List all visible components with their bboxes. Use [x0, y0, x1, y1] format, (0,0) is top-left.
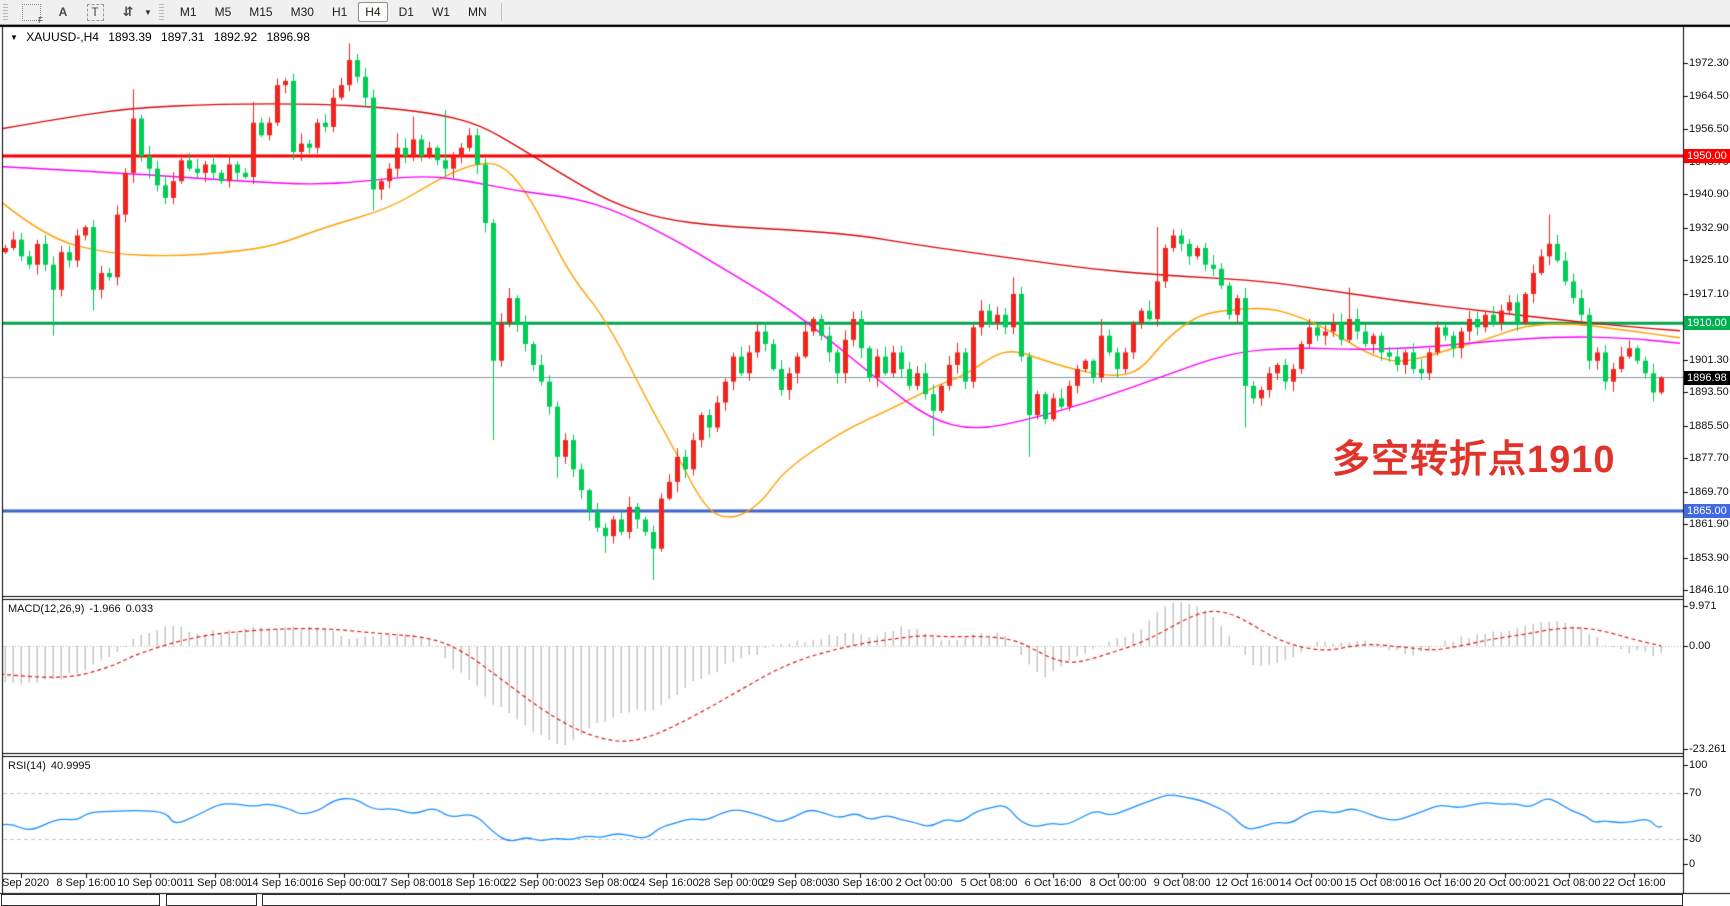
date-axis-label: 11 Sep 08:00: [182, 877, 248, 889]
date-axis-label: 5 Oct 08:00: [960, 877, 1018, 889]
date-axis-label: 18 Sep 16:00: [440, 877, 506, 889]
rsi-scale-tick: 30: [1689, 833, 1702, 845]
price-axis-tick: 1885.50: [1689, 420, 1729, 432]
macd-scale-tick: -23.261: [1689, 743, 1727, 755]
price-axis-tick: 1893.50: [1689, 386, 1729, 398]
date-axis-label: 12 Oct 16:00: [1215, 877, 1279, 889]
date-axis-label: 16 Oct 16:00: [1408, 877, 1472, 889]
symbol-name: XAUUSD-,H4: [26, 30, 99, 44]
price-level-badge: 1896.98: [1684, 371, 1730, 385]
arrows-tool-icon[interactable]: ⇵: [122, 4, 134, 19]
date-axis-label: 28 Sep 00:00: [698, 877, 764, 889]
date-axis-label: 10 Sep 00:00: [117, 877, 183, 889]
price-axis-tick: 1964.50: [1689, 90, 1729, 102]
rsi-scale-tick: 100: [1689, 759, 1708, 771]
timeframe-button-m30[interactable]: M30: [290, 5, 314, 19]
price-axis-tick: 1932.90: [1689, 222, 1729, 234]
date-axis-label: 20 Oct 00:00: [1473, 877, 1537, 889]
bottom-window-tab[interactable]: [1, 894, 160, 906]
price-axis-tick: 1869.70: [1689, 486, 1729, 498]
timeframe-button-mn[interactable]: MN: [467, 5, 487, 19]
price-axis-tick: 1861.90: [1689, 518, 1729, 530]
date-axis-label: 8 Sep 16:00: [56, 877, 116, 889]
timeframe-button-w1[interactable]: W1: [431, 5, 450, 19]
timeframe-button-m5[interactable]: M5: [214, 5, 232, 19]
arrows-dropdown-caret[interactable]: ▼: [144, 7, 152, 17]
collapse-triangle-icon[interactable]: ▼: [10, 33, 18, 42]
macd-scale-tick: 9.971: [1689, 600, 1717, 612]
date-axis-label: 30 Sep 16:00: [827, 877, 893, 889]
date-axis-label: 29 Sep 08:00: [762, 877, 828, 889]
price-axis-tick: 1877.70: [1689, 452, 1729, 464]
ohlc-open: 1893.39: [108, 30, 152, 44]
ohlc-low: 1892.92: [213, 30, 258, 44]
symbol-header[interactable]: ▼ XAUUSD-,H4 1893.39 1897.31 1892.92 189…: [10, 30, 316, 44]
price-level-badge: 1950.00: [1684, 149, 1730, 163]
price-axis-tick: 1956.50: [1689, 123, 1729, 135]
toolbar-grip[interactable]: [158, 3, 164, 21]
date-axis-label: 23 Sep 08:00: [569, 877, 635, 889]
price-axis-tick: 1940.90: [1689, 188, 1729, 200]
toolbar-separator: [500, 3, 502, 21]
date-axis-label: 14 Sep 16:00: [246, 877, 312, 889]
toolbar-grip[interactable]: [3, 3, 8, 21]
ohlc-high: 1897.31: [161, 30, 205, 44]
date-axis-label: 22 Sep 00:00: [504, 877, 570, 889]
date-axis-label: 14 Oct 00:00: [1279, 877, 1343, 889]
date-axis-label: 15 Oct 08:00: [1344, 877, 1408, 889]
timeframe-button-d1[interactable]: D1: [398, 5, 414, 19]
price-axis-tick: 1846.10: [1689, 584, 1729, 596]
rsi-indicator-label: RSI(14) 40.9995: [8, 760, 91, 772]
text-box-icon[interactable]: T: [84, 3, 106, 22]
bottom-window-tab[interactable]: [262, 894, 1683, 906]
date-axis-label: 8 Oct 00:00: [1089, 877, 1147, 889]
dotted-selection-f-icon[interactable]: F: [20, 3, 43, 25]
rsi-scale-tick: 70: [1689, 787, 1702, 799]
date-axis-label: 22 Oct 16:00: [1602, 877, 1666, 889]
date-axis-label: 9 Oct 08:00: [1153, 877, 1211, 889]
date-axis-label: 2 Oct 00:00: [895, 877, 953, 889]
bottom-window-tab[interactable]: [166, 894, 257, 906]
price-axis-tick: 1925.10: [1689, 254, 1729, 266]
price-axis-tick: 1901.30: [1689, 354, 1729, 366]
date-axis-label: 6 Oct 16:00: [1024, 877, 1082, 889]
price-level-badge: 1910.00: [1684, 316, 1730, 330]
date-axis-label: 24 Sep 16:00: [633, 877, 699, 889]
rsi-scale-tick: 0: [1689, 858, 1696, 870]
timeframe-button-m15[interactable]: M15: [249, 5, 273, 19]
top-toolbar: F A T ⇵ ▼ M1 M5 M15 M30 H1 H4 D1 W1 MN: [0, 0, 1730, 25]
macd-scale-tick: 0.00: [1689, 640, 1711, 652]
date-axis-label: 16 Sep 00:00: [311, 877, 377, 889]
ohlc-close: 1896.98: [266, 30, 310, 44]
date-axis-label: 17 Sep 08:00: [375, 877, 441, 889]
timeframe-button-h4[interactable]: H4: [358, 2, 388, 22]
price-level-badge: 1865.00: [1684, 504, 1730, 518]
date-axis-label: 21 Oct 08:00: [1537, 877, 1601, 889]
text-label-icon[interactable]: A: [58, 5, 68, 19]
macd-indicator-label: MACD(12,26,9) -1.966 0.033: [8, 603, 154, 615]
chart-annotation-text: 多空转折点1910: [1332, 439, 1616, 481]
timeframe-button-h1[interactable]: H1: [331, 5, 348, 19]
price-axis-tick: 1853.90: [1689, 552, 1729, 564]
price-axis-tick: 1972.30: [1689, 57, 1729, 69]
timeframe-button-m1[interactable]: M1: [179, 5, 197, 19]
price-axis-tick: 1917.10: [1689, 288, 1729, 300]
date-axis-label: 7 Sep 2020: [0, 877, 50, 889]
price-chart-canvas[interactable]: [0, 25, 1730, 898]
